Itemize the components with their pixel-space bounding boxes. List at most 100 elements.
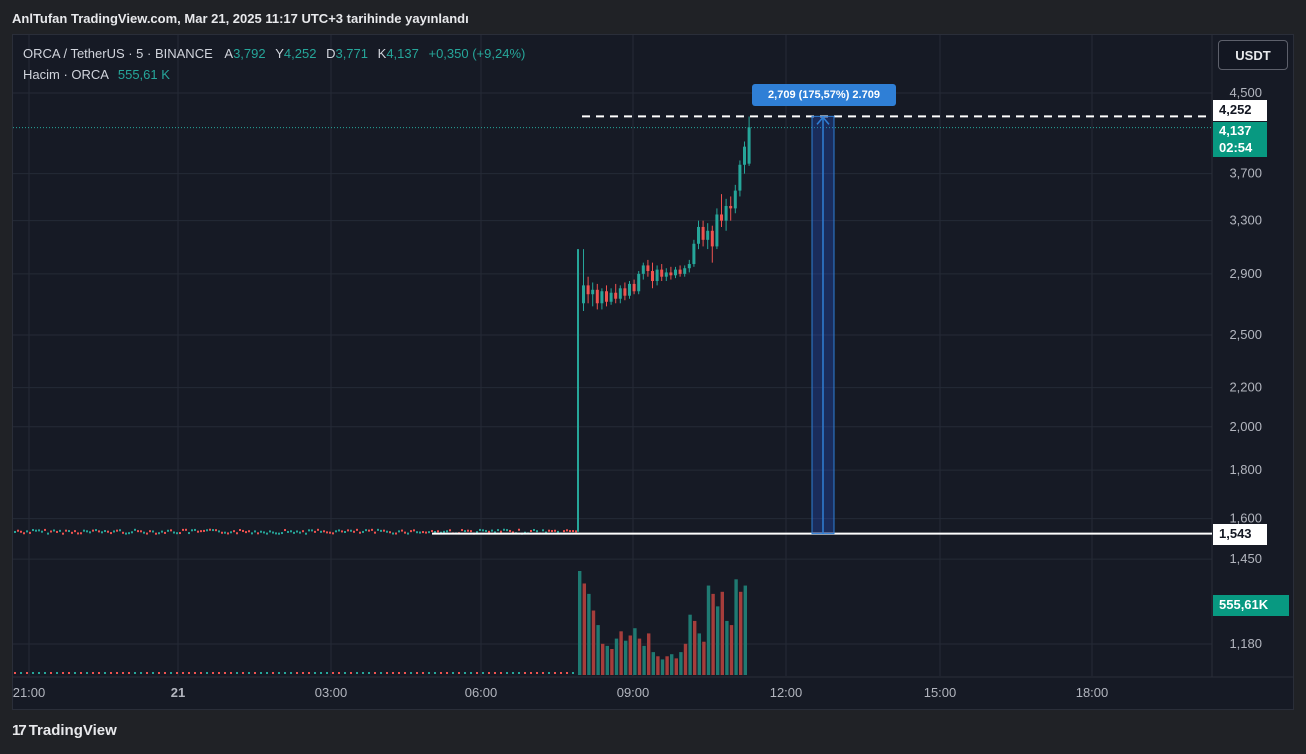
pre-listing-candle (38, 529, 40, 532)
pre-listing-volume-bar (302, 672, 304, 674)
pre-listing-candle (497, 529, 499, 532)
low-label: D (326, 46, 336, 61)
pre-listing-volume-bar (164, 672, 166, 674)
pre-listing-volume-bar (320, 672, 322, 674)
pre-listing-candle (554, 529, 556, 532)
pre-listing-candle (104, 530, 106, 533)
pre-listing-candle (353, 530, 355, 533)
price-tick-label: 4,500 (1229, 85, 1262, 100)
pre-listing-candle (248, 530, 250, 533)
pre-listing-volume-bar (206, 672, 208, 674)
pre-listing-volume-bar (26, 672, 28, 674)
pre-listing-volume-bar (110, 672, 112, 674)
pre-listing-candle (128, 532, 130, 535)
pre-listing-volume-bar (518, 672, 520, 674)
pre-listing-volume-bar (158, 672, 160, 674)
pre-listing-volume-bar (524, 672, 526, 674)
pre-listing-candle (53, 529, 55, 532)
pre-listing-candle (569, 530, 571, 533)
pre-listing-volume-bar (152, 672, 154, 674)
candle-body (743, 146, 746, 165)
pre-listing-candle (368, 529, 370, 532)
pre-listing-candle (23, 532, 25, 535)
candle-body (614, 292, 618, 299)
pre-listing-candle (512, 531, 514, 534)
candles (577, 116, 751, 532)
pre-listing-volume-bar (296, 672, 298, 674)
pre-listing-candle (377, 528, 379, 531)
pre-listing-candle (215, 529, 217, 532)
pre-listing-candle (437, 530, 439, 533)
pre-listing-volume-bar (368, 672, 370, 674)
pre-listing-candle (242, 529, 244, 532)
pre-listing-candle (518, 528, 520, 531)
pre-listing-volume-bar (560, 672, 562, 674)
pre-listing-volume-bar (392, 672, 394, 674)
pre-listing-candle (443, 530, 445, 533)
pre-listing-candle (89, 531, 91, 534)
pre-listing-candle (356, 528, 358, 531)
pre-listing-candle (227, 532, 229, 535)
volume-bar (647, 633, 651, 675)
pre-listing-candle (62, 532, 64, 535)
pre-listing-candle (71, 531, 73, 534)
pre-listing-volume-bar (248, 672, 250, 674)
high-label: Y (275, 46, 284, 61)
time-tick-label: 21:00 (13, 685, 46, 700)
price-tick-label: 1,180 (1229, 636, 1262, 651)
pre-listing-candle (401, 529, 403, 532)
time-tick-label: 15:00 (924, 685, 957, 700)
pre-listing-volume-bar (266, 672, 268, 674)
pre-listing-volume-bar (68, 672, 70, 674)
chart-canvas[interactable]: 4,500 3,700 3,300 2,900 2,500 2,200 2,000 1,800… (0, 0, 1306, 710)
pre-listing-candle (413, 529, 415, 532)
candle-body (669, 272, 673, 276)
pre-listing-volume-bar (14, 672, 16, 674)
currency-button[interactable]: USDT (1218, 40, 1288, 70)
pre-listing-volume-bar (260, 672, 262, 674)
pre-listing-volume-bar (410, 672, 412, 674)
pre-listing-volume-bar (542, 672, 544, 674)
pre-listing-candle (419, 531, 421, 534)
price-tick-label: 1,600 (1229, 511, 1262, 526)
pre-listing-candle (482, 529, 484, 532)
price-tick-label: 3,700 (1229, 166, 1262, 181)
pre-listing-candle (335, 530, 337, 533)
pre-listing-candle (50, 530, 52, 533)
current-price-tag: 4,137 (1213, 122, 1267, 140)
pre-listing-candle (281, 532, 283, 535)
volume-bar (725, 620, 729, 675)
pre-listing-volume-bar (170, 672, 172, 674)
pre-listing-candle (374, 531, 376, 534)
price-tick-label: 1,800 (1229, 462, 1262, 477)
volume-bar (614, 638, 619, 675)
pre-listing-candle (131, 531, 133, 534)
bottom-bar (0, 710, 1306, 754)
pre-listing-candle (158, 532, 160, 535)
measure-label[interactable]: 2,709 (175,57%) 2.709 (752, 84, 896, 106)
pre-listing-volume-bar (326, 672, 328, 674)
pre-listing-volume-bar (242, 672, 244, 674)
volume-tag: 555,61K (1213, 595, 1289, 616)
pre-listing-volume-bar (86, 672, 88, 674)
volume-bar (642, 645, 646, 675)
pre-listing-volume-bar (452, 672, 454, 674)
close-label: K (377, 46, 387, 61)
pre-listing-candle (14, 530, 16, 533)
volume-bar (651, 652, 655, 675)
pre-listing-volume-bar (308, 672, 310, 674)
pre-listing-candle (47, 532, 49, 535)
pre-listing-volume-bar (572, 672, 574, 674)
top-bar: AnlTufan TradingView.com, Mar 21, 2025 1… (0, 0, 1306, 34)
pre-listing-volume-bar (422, 672, 424, 674)
pre-listing-volume-bar (530, 672, 532, 674)
pre-listing-volume-bar (146, 672, 148, 674)
pre-listing-candle (332, 532, 334, 535)
tradingview-logo[interactable]: 17 TradingView (12, 722, 117, 739)
candle-body (724, 205, 728, 221)
pre-listing-candle (140, 530, 142, 533)
volume-bar (596, 625, 600, 675)
pre-listing-volume-bar (290, 672, 292, 674)
chart-frame[interactable] (12, 34, 1294, 710)
candle-body (651, 271, 654, 282)
